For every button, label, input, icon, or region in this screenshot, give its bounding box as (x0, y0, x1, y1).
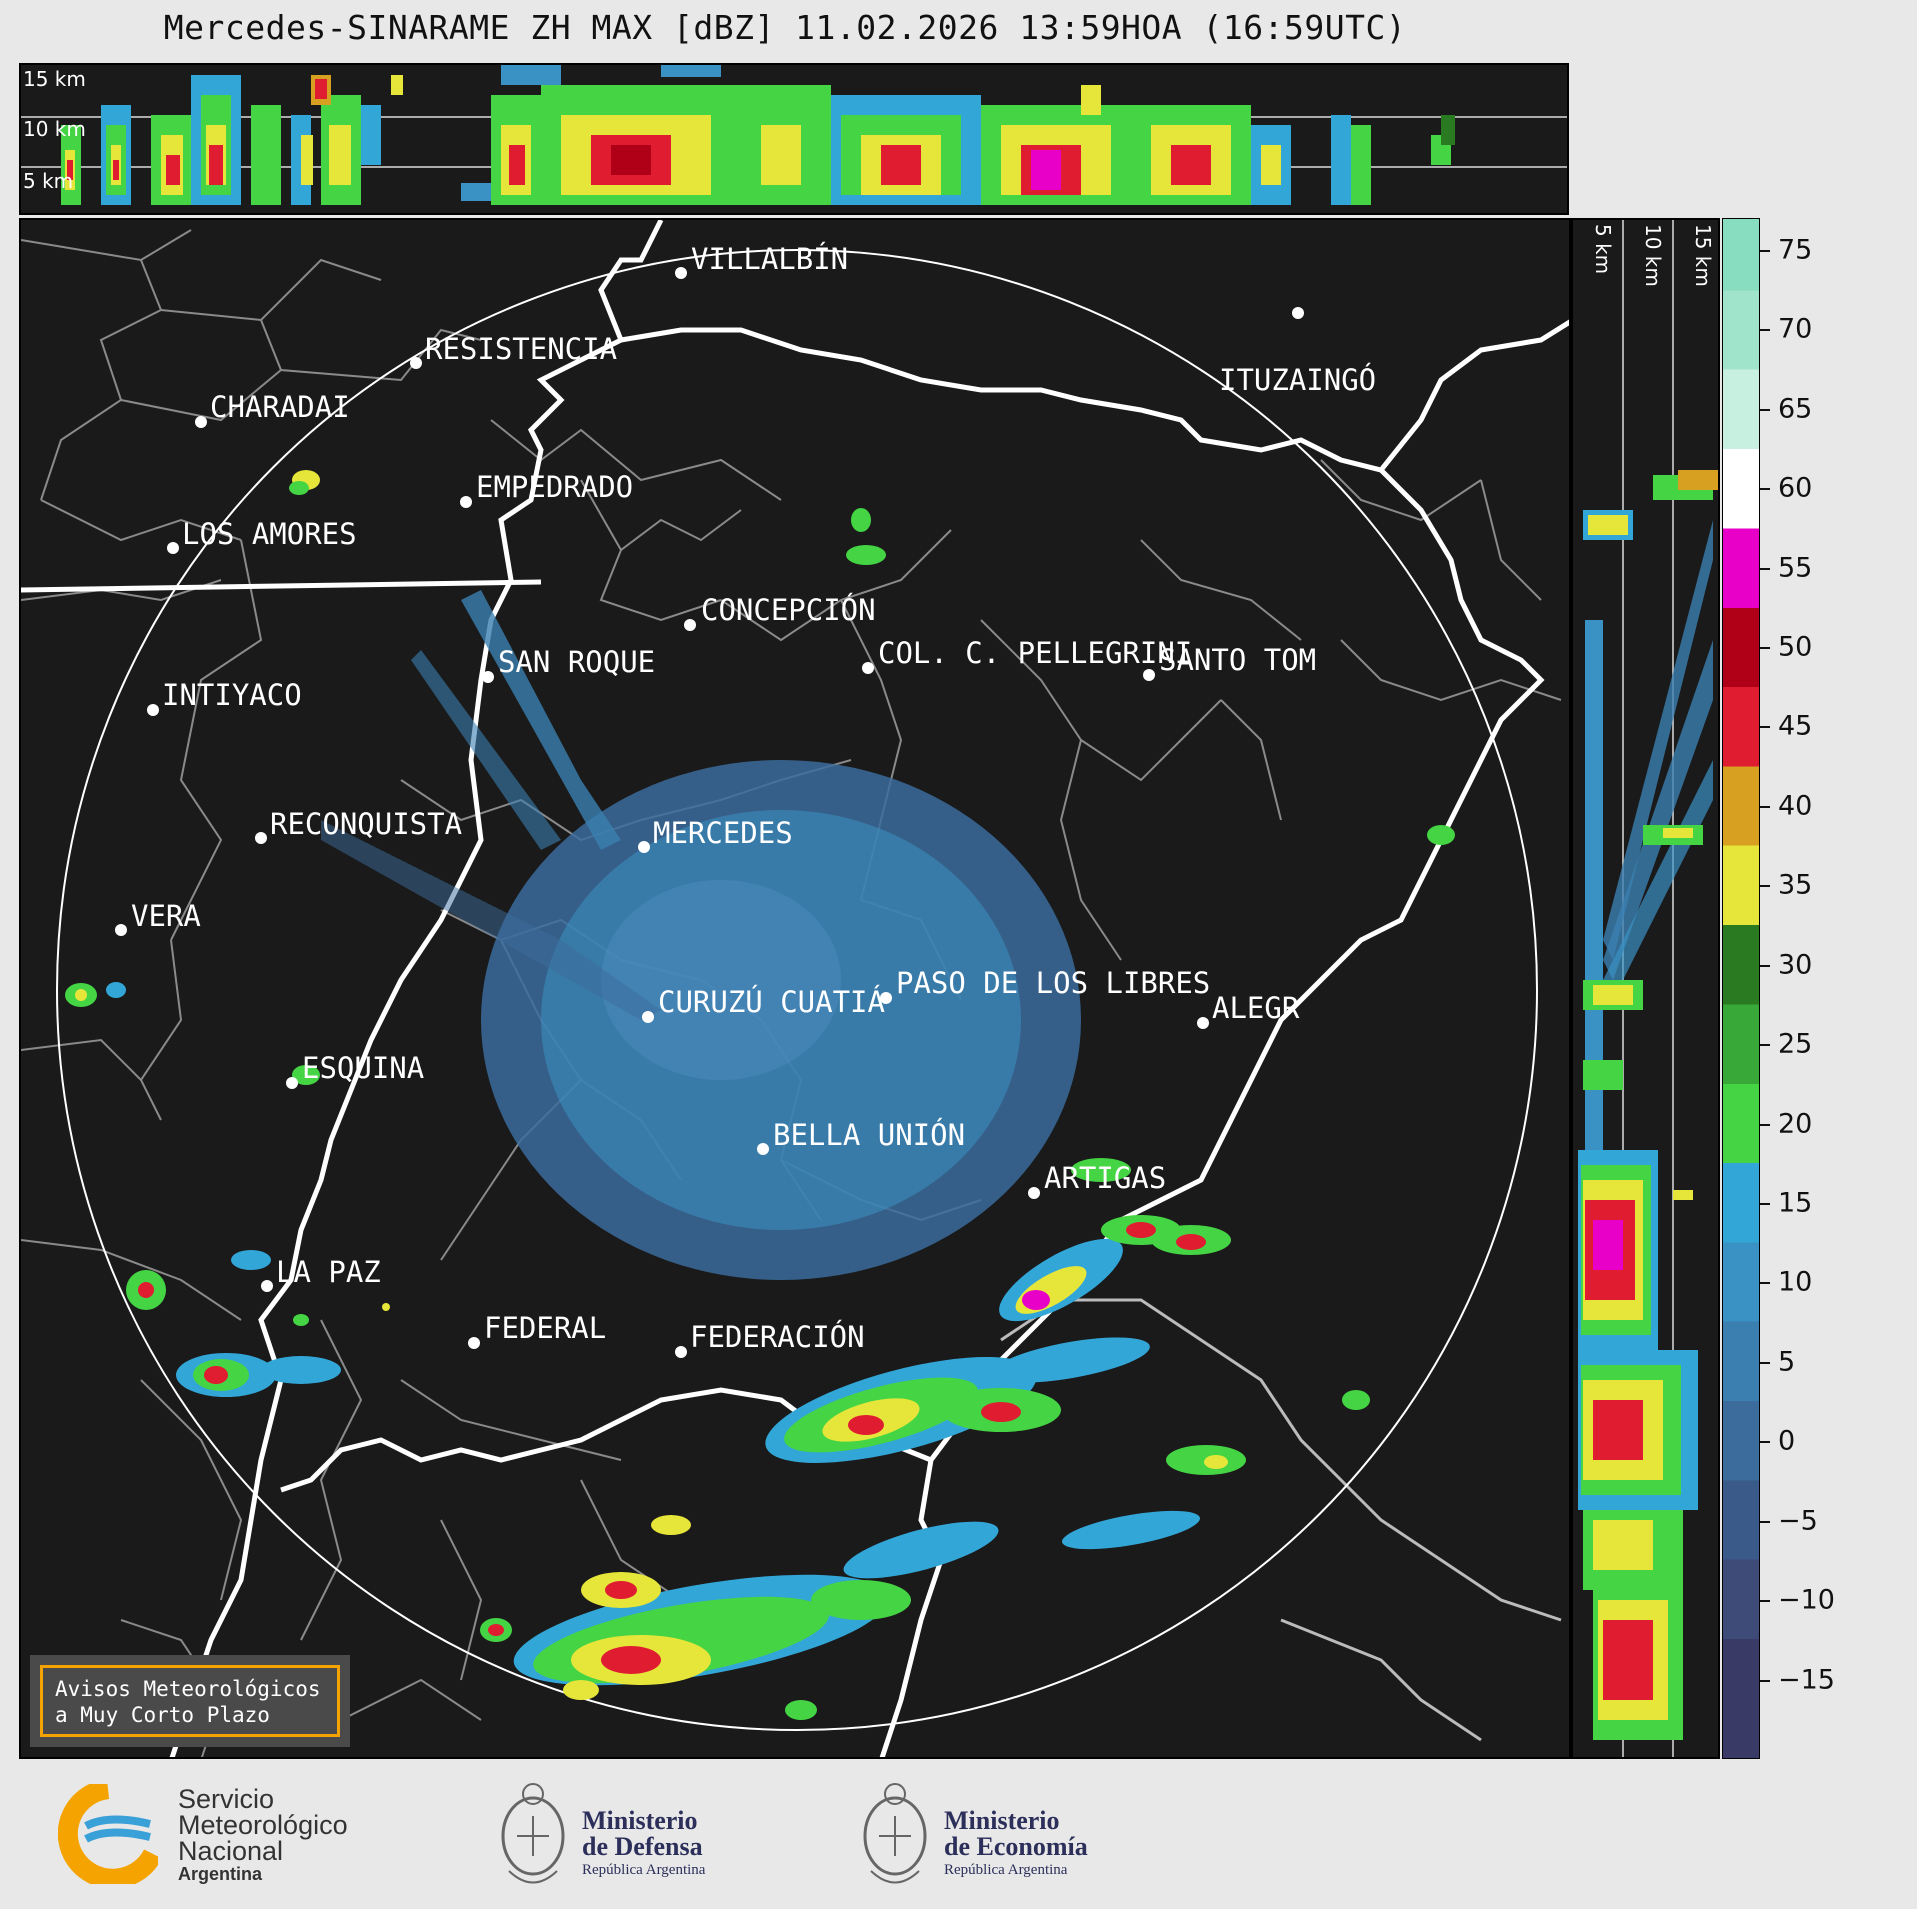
city-label-federacion: FEDERACIÓN (690, 1320, 865, 1354)
defensa-logo (495, 1776, 571, 1900)
colorbar-tick-label: 70 (1778, 313, 1813, 345)
colorbar-tick-label: 50 (1778, 631, 1813, 663)
right-cross-section-panel: 5 km 10 km 15 km (1571, 218, 1720, 1759)
top-cross-section-echoes (21, 65, 1567, 205)
defensa-line-3: República Argentina (582, 1862, 706, 1878)
colorbar-tick-label: 20 (1778, 1108, 1813, 1140)
colorbar-tick-label: 65 (1778, 393, 1813, 425)
colorbar-tick-label: −10 (1778, 1584, 1835, 1616)
notice-line-2: a Muy Corto Plazo (55, 1703, 270, 1727)
city-label-esquina: ESQUINA (302, 1051, 425, 1085)
colorbar-tick-label: 5 (1778, 1346, 1796, 1378)
page-title: Mercedes-SINARAME ZH MAX [dBZ] 11.02.202… (163, 8, 1407, 47)
city-markers (115, 267, 1304, 1358)
top-km-label-10: 10 km (23, 117, 86, 141)
economia-line-2: de Economía (944, 1832, 1088, 1861)
smn-emblem-icon (57, 1779, 162, 1889)
smn-line-4: Argentina (178, 1864, 263, 1884)
city-label-charadai: CHARADAI (210, 390, 350, 424)
city-label-vera: VERA (131, 899, 201, 933)
colorbar (1722, 218, 1760, 1759)
city-label-federal: FEDERAL (484, 1311, 607, 1345)
smn-line-3: Nacional (178, 1836, 284, 1866)
colorbar-tick-label: 75 (1778, 234, 1813, 266)
top-cross-section-panel: 15 km 10 km 5 km (19, 63, 1569, 215)
colorbar-gradient (1723, 219, 1759, 1758)
smn-logo (57, 1779, 162, 1889)
city-label-los-amores: LOS AMORES (182, 517, 357, 551)
city-label-mercedes: MERCEDES (653, 816, 793, 850)
ground-clutter (321, 590, 1081, 1280)
city-label-santo-tom: SANTO TOM (1159, 643, 1317, 677)
right-km-label-15: 15 km (1691, 224, 1715, 287)
right-km-label-5: 5 km (1591, 224, 1615, 275)
colorbar-tick-label: 10 (1778, 1266, 1813, 1298)
colorbar-tick-label: 55 (1778, 552, 1813, 583)
top-km-label-15: 15 km (23, 67, 86, 91)
economia-line-3: República Argentina (944, 1862, 1068, 1878)
colorbar-tick-label: −5 (1778, 1505, 1818, 1537)
top-km-label-5: 5 km (23, 169, 74, 193)
rivers-borders (21, 220, 1569, 1757)
precip-cells (65, 470, 1455, 1720)
smn-line-2: Meteorológico (178, 1810, 348, 1840)
city-label-artigas: ARTIGAS (1044, 1161, 1167, 1195)
city-label-alegr: ALEGR (1212, 991, 1300, 1025)
footer-logos: Servicio Meteorológico Nacional Argentin… (0, 1762, 1917, 1909)
city-label-col-c-pellegrini: COL. C. PELLEGRINI (878, 636, 1193, 670)
colorbar-tick-label: 15 (1778, 1187, 1813, 1219)
defensa-line-1: Ministerio (582, 1806, 698, 1835)
colorbar-tick-label: 45 (1778, 710, 1813, 742)
city-label-ituzaingo: ITUZAINGÓ (1219, 363, 1377, 397)
city-label-villalbin: VILLALBÍN (691, 242, 849, 276)
colorbar-ticks: 75 70 65 60 55 50 45 40 35 30 25 20 15 10 5 0 −5 −10 −15 (1760, 218, 1880, 1759)
city-label-la-paz: LA PAZ (276, 1255, 381, 1289)
city-label-curuzu-cuatia: CURUZÚ CUATIÁ (658, 985, 885, 1019)
colorbar-tick-label: 30 (1778, 949, 1813, 981)
smn-line-1: Servicio (178, 1784, 275, 1814)
colorbar-tick-label: 40 (1778, 790, 1813, 822)
economia-logo (857, 1776, 933, 1900)
right-km-label-10: 10 km (1641, 224, 1665, 287)
notice-line-1: Avisos Meteorológicos (55, 1677, 321, 1701)
city-label-resistencia: RESISTENCIA (425, 332, 618, 366)
radar-map[interactable]: VILLALBÍN RESISTENCIA CHARADAI ITUZAINGÓ… (19, 218, 1571, 1759)
range-ring (56, 249, 1538, 1731)
economia-line-1: Ministerio (944, 1806, 1060, 1835)
colorbar-tick-label: 25 (1778, 1028, 1813, 1060)
coat-of-arms-icon (501, 1783, 565, 1884)
colorbar-tick-label: 60 (1778, 472, 1813, 504)
map-canvas (21, 220, 1569, 1757)
right-cross-section-echoes (1578, 220, 1718, 1757)
city-label-empedrado: EMPEDRADO (476, 470, 634, 504)
city-label-reconquista: RECONQUISTA (270, 807, 463, 841)
defensa-line-2: de Defensa (582, 1832, 703, 1861)
city-label-concepcion: CONCEPCIÓN (701, 593, 876, 627)
city-label-bella-union: BELLA UNIÓN (773, 1118, 966, 1152)
notice-frame: Avisos Meteorológicos a Muy Corto Plazo (40, 1665, 340, 1737)
notice-box[interactable]: Avisos Meteorológicos a Muy Corto Plazo (30, 1655, 350, 1747)
city-label-paso-de-los-libres: PASO DE LOS LIBRES (896, 966, 1211, 1000)
city-label-intiyaco: INTIYACO (162, 678, 302, 712)
colorbar-tick-label: −15 (1778, 1664, 1835, 1696)
colorbar-tick-label: 35 (1778, 869, 1813, 901)
city-label-san-roque: SAN ROQUE (498, 645, 656, 679)
coat-of-arms-icon (863, 1783, 927, 1884)
colorbar-tick-label: 0 (1778, 1425, 1796, 1457)
